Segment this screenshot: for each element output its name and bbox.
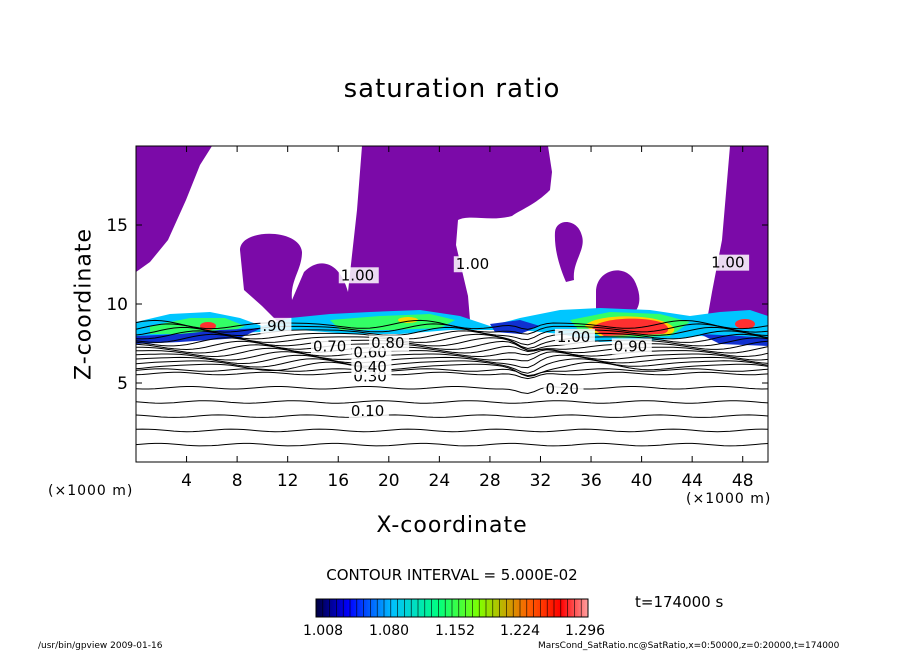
colorbar-tick-label: 1.080	[368, 623, 410, 639]
footer-right: MarsCond_SatRatio.nc@SatRatio,x=0:50000,…	[538, 641, 840, 651]
colorbar-tick-label: 1.152	[434, 623, 476, 639]
x-tick-label: 48	[732, 471, 754, 491]
contour-line	[136, 358, 768, 374]
contour-label: 1.00	[456, 255, 489, 273]
contour-label-bg	[260, 317, 292, 334]
supersat-dark	[490, 320, 540, 334]
x-tick-label: 40	[631, 471, 653, 491]
saturated-region	[596, 270, 640, 318]
contour-label-bg	[709, 254, 750, 271]
contour-line	[136, 371, 768, 380]
contour-labels: 0.100.200.300.400.600.70 0.80.901.001.00 1…	[260, 254, 750, 420]
contour-line	[136, 326, 768, 341]
colorbar-tick-label: 1.224	[499, 623, 541, 639]
contour-line	[136, 414, 768, 418]
saturated-region	[554, 221, 583, 282]
x-tick-label: 28	[479, 471, 501, 491]
contour-label: 0.80	[371, 334, 404, 352]
saturated-region	[240, 146, 552, 326]
contour-line	[136, 386, 768, 395]
contour-line	[136, 340, 768, 351]
colorbar-stripes	[322, 599, 582, 617]
y-axis-label: Z-coordinate	[71, 228, 97, 380]
contour-line	[136, 319, 768, 330]
contour-lines	[136, 319, 768, 447]
x-tick-label: 16	[327, 471, 349, 491]
contour-line	[136, 400, 768, 404]
supersat-dark	[700, 334, 768, 346]
saturated-region	[136, 146, 212, 272]
contour-line	[136, 344, 768, 354]
x-tick-label: 4	[181, 471, 192, 491]
contour-label-bg	[611, 338, 652, 355]
contour-label-bg	[369, 335, 410, 352]
contour-label-bg	[453, 256, 494, 273]
contour-label: .90	[262, 317, 286, 335]
contour-label: 0.20	[546, 380, 579, 398]
contour-label: 1.00	[711, 254, 744, 272]
x-tick-label: 12	[277, 471, 299, 491]
contour-label: 1.00	[341, 266, 374, 284]
contour-label: 0.40	[353, 358, 386, 376]
contour-label-bg	[351, 358, 392, 375]
contour-line	[136, 347, 768, 358]
contour-label-bg	[348, 403, 389, 420]
contour-line	[136, 442, 768, 447]
y-tick-label: 5	[117, 374, 128, 394]
chart-title: saturation ratio	[343, 74, 561, 104]
contour-line	[136, 351, 768, 362]
contour-line	[136, 333, 768, 350]
y-tick-label: 10	[106, 295, 128, 315]
supersat-peak	[398, 317, 418, 323]
contour-label: 1.00	[557, 328, 590, 346]
y-tick-label: 15	[106, 216, 128, 236]
contour-label-bg	[310, 338, 351, 355]
x-tick-label: 8	[232, 471, 243, 491]
contour-line	[136, 368, 768, 377]
colorbar-tick-label: 1.008	[302, 623, 344, 639]
contour-line	[136, 361, 768, 378]
x-tick-label: 36	[580, 471, 602, 491]
contour-line	[136, 354, 768, 369]
contour-label-bg	[338, 267, 379, 284]
x-axis-label: X-coordinate	[376, 513, 528, 538]
supersat-peak	[735, 319, 755, 329]
contour-label: 0.10	[351, 402, 384, 420]
x-tick-label: 24	[429, 471, 451, 491]
plot-area	[136, 146, 768, 447]
x-tick-label: 20	[378, 471, 400, 491]
contour-interval-label: CONTOUR INTERVAL = 5.000E-02	[326, 566, 578, 584]
supersat-core	[330, 314, 455, 330]
x-tick-label: 32	[530, 471, 552, 491]
contour-line	[136, 330, 768, 346]
x-axis-unit: (×1000 m)	[686, 491, 772, 507]
contour-label-bg	[543, 381, 584, 398]
contour-line	[136, 428, 768, 433]
contour-label: 0.70	[313, 337, 346, 355]
y-axis-unit: (×1000 m)	[48, 483, 134, 499]
colorbar-tick-label: 1.296	[564, 623, 606, 639]
contour-label-bg	[554, 328, 595, 345]
x-tick-label: 44	[681, 471, 703, 491]
time-label: t=174000 s	[635, 593, 724, 611]
saturated-region	[706, 146, 768, 326]
footer-left: /usr/bin/gpview 2009-01-16	[38, 641, 163, 651]
contour-label: 0.90	[614, 337, 647, 355]
axis-ticks	[136, 146, 768, 462]
